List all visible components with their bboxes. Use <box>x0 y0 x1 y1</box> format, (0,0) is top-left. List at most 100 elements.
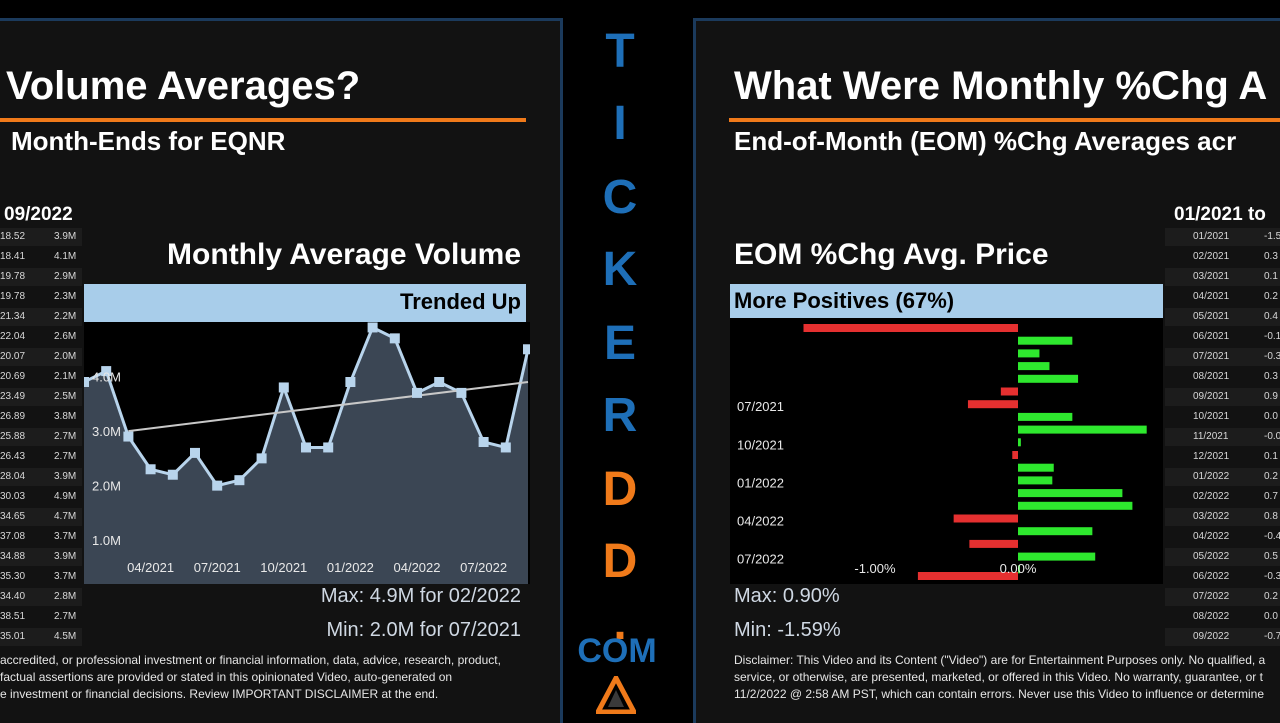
ticker-letter: T <box>605 25 635 78</box>
right-table-cell: 0.5 <box>1264 551 1278 562</box>
left-table-row-bg <box>0 508 82 526</box>
pct-bar <box>969 539 1018 548</box>
right-table-cell: 01/2021 <box>1193 231 1230 242</box>
right-table-cell: 08/2022 <box>1193 611 1230 622</box>
left-table-cell: 30.03 <box>0 491 26 502</box>
left-table-cell: 34.88 <box>0 551 26 562</box>
right-table-cell: 01/2022 <box>1193 471 1230 482</box>
left-table-cell: 2.1M <box>54 371 77 382</box>
left-table-cell: 19.78 <box>0 271 26 282</box>
pct-bar <box>1018 374 1079 383</box>
volume-x-tick: 10/2021 <box>260 560 307 575</box>
right-table-row-bg <box>1165 468 1280 486</box>
left-table-cell: 4.1M <box>54 251 77 262</box>
left-chart-title: Monthly Average Volume <box>167 238 521 271</box>
left-table-cell: 23.49 <box>0 391 26 402</box>
pct-bar <box>1018 362 1050 371</box>
volume-y-tick: 1.0M <box>92 533 121 548</box>
ticker-letter: C <box>602 171 638 224</box>
right-table-cell: 0.3 <box>1264 251 1278 262</box>
left-min-stat: Min: 2.0M for 07/2021 <box>326 619 521 641</box>
volume-point <box>478 437 489 447</box>
pct-chart-bg <box>730 318 1163 584</box>
left-table-cell: 2.3M <box>54 291 77 302</box>
pct-bar <box>803 324 1018 332</box>
right-banner-text: More Positives (67%) <box>734 288 955 313</box>
right-table-cell: -0.0 <box>1264 431 1280 442</box>
right-table-cell: 06/2021 <box>1193 331 1230 342</box>
volume-x-tick: 07/2022 <box>460 560 507 575</box>
volume-point <box>301 442 311 453</box>
volume-point <box>84 377 89 387</box>
left-banner: Trended Up <box>84 284 526 322</box>
volume-y-tick: 4.0M <box>92 370 121 385</box>
right-banner: More Positives (67%) <box>730 284 1163 318</box>
pct-y-tick: 07/2022 <box>737 552 784 567</box>
right-table-cell: 08/2021 <box>1193 371 1230 382</box>
volume-point <box>456 387 467 398</box>
right-table-cell: 05/2022 <box>1193 551 1230 562</box>
left-table-row-bg <box>0 628 82 646</box>
right-min-stat: Min: -1.59% <box>734 619 841 641</box>
ticker-letter: . <box>613 597 627 650</box>
volume-point <box>190 447 200 458</box>
right-table-cell: 12/2021 <box>1193 451 1230 462</box>
ticker-letter: K <box>602 243 638 296</box>
left-table-cell: 2.9M <box>54 271 77 282</box>
left-table-cell: 21.34 <box>0 311 26 322</box>
right-table-cell: 04/2021 <box>1193 291 1230 302</box>
volume-x-tick: 01/2022 <box>327 560 374 575</box>
left-table-row-bg <box>0 228 82 246</box>
volume-chart: 1.0M 2.0M 3.0M 4.0M 04/2021 07/2021 10/2021 01/… <box>84 322 530 584</box>
pct-change-chart: 07/2021 10/2021 01/2022 04/2022 07/2022 -1.00… <box>730 318 1163 584</box>
right-table-row-bg <box>1165 308 1280 326</box>
pct-bar <box>1018 438 1021 447</box>
right-table-cell: 0.0 <box>1264 611 1278 622</box>
volume-point <box>256 453 267 464</box>
left-table-row-bg <box>0 468 82 486</box>
pct-y-tick: 07/2021 <box>737 399 784 414</box>
volume-x-tick: 04/2022 <box>394 560 441 575</box>
left-table-header: 09/2022 <box>4 204 73 225</box>
ticker-letter: D <box>602 535 638 588</box>
pct-bar <box>1012 451 1018 459</box>
right-table-cell: 0.1 <box>1264 451 1278 462</box>
pct-y-tick: 10/2021 <box>737 437 784 452</box>
left-table-cell: 26.43 <box>0 451 26 462</box>
right-table-row-bg <box>1165 268 1280 286</box>
volume-x-tick: 07/2021 <box>194 560 241 575</box>
left-title: Volume Averages? <box>6 64 361 108</box>
volume-point <box>234 475 245 486</box>
left-footer-line-3: e investment or financial decisions. Rev… <box>0 687 439 701</box>
pct-bar <box>1018 501 1133 510</box>
pct-bar <box>1000 387 1018 396</box>
left-table-cell: 3.8M <box>54 411 77 422</box>
volume-point <box>323 442 334 453</box>
right-table-cell: 0.8 <box>1264 511 1278 522</box>
pct-y-tick: 04/2022 <box>737 514 784 529</box>
right-table-cell: -0.3 <box>1264 351 1280 362</box>
volume-area <box>84 327 528 584</box>
right-table-cell: 0.2 <box>1264 471 1278 482</box>
volume-point <box>167 469 178 480</box>
right-table-cell: 0.4 <box>1264 311 1278 322</box>
left-table-cell: 3.9M <box>54 551 77 562</box>
right-table-row-bg <box>1165 348 1280 366</box>
right-table-cell: 0.3 <box>1264 371 1278 382</box>
pct-x-tick: -1.00% <box>854 561 896 576</box>
right-table-cell: 10/2021 <box>1193 411 1230 422</box>
left-table-cell: 2.7M <box>54 451 77 462</box>
left-table-cell: 4.7M <box>54 511 77 522</box>
left-table-cell: 26.89 <box>0 411 26 422</box>
pct-bar <box>1018 565 1020 574</box>
left-table-cell: 2.6M <box>54 331 77 342</box>
right-title-rule <box>729 118 1280 122</box>
pct-bar <box>1018 463 1054 472</box>
left-title-rule <box>0 118 526 122</box>
right-max-stat: Max: 0.90% <box>734 585 840 607</box>
left-table-cell: 20.07 <box>0 351 26 362</box>
right-table-row-bg <box>1165 588 1280 606</box>
tickerdd-com: COM <box>577 632 657 670</box>
right-table-header: 01/2021 to <box>1174 204 1266 225</box>
pct-bar <box>1018 552 1096 561</box>
